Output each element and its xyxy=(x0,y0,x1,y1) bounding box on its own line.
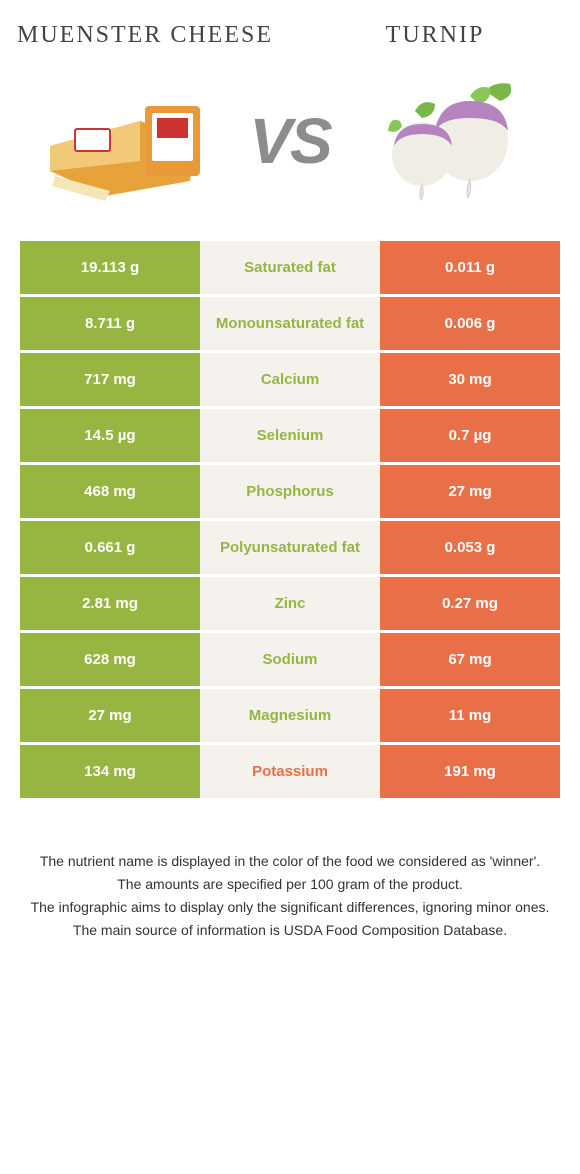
nutrient-label: Magnesium xyxy=(200,689,380,742)
nutrient-row: 134 mgPotassium191 mg xyxy=(20,745,560,801)
footer-line-1: The nutrient name is displayed in the co… xyxy=(30,851,550,872)
nutrient-label: Phosphorus xyxy=(200,465,380,518)
infographic-container: Muenster cheese Turnip VS xyxy=(0,0,580,1174)
footer-line-2: The amounts are specified per 100 gram o… xyxy=(30,874,550,895)
right-value: 0.7 µg xyxy=(380,409,560,462)
nutrient-row: 468 mgPhosphorus27 mg xyxy=(20,465,560,521)
nutrient-row: 0.661 gPolyunsaturated fat0.053 g xyxy=(20,521,560,577)
nutrient-label: Selenium xyxy=(200,409,380,462)
left-value: 468 mg xyxy=(20,465,200,518)
nutrient-label: Monounsaturated fat xyxy=(200,297,380,350)
vs-text: VS xyxy=(249,104,330,178)
header-row: Muenster cheese Turnip xyxy=(0,0,580,51)
right-value: 67 mg xyxy=(380,633,560,686)
right-value: 11 mg xyxy=(380,689,560,742)
left-value: 27 mg xyxy=(20,689,200,742)
right-value: 0.006 g xyxy=(380,297,560,350)
right-value: 30 mg xyxy=(380,353,560,406)
left-value: 14.5 µg xyxy=(20,409,200,462)
right-value: 0.27 mg xyxy=(380,577,560,630)
turnip-image xyxy=(360,71,540,211)
images-row: VS xyxy=(0,51,580,241)
header-left: Muenster cheese xyxy=(0,20,290,51)
footer-line-3: The infographic aims to display only the… xyxy=(30,897,550,918)
nutrient-label: Sodium xyxy=(200,633,380,686)
left-value: 717 mg xyxy=(20,353,200,406)
nutrient-label: Saturated fat xyxy=(200,241,380,294)
nutrient-row: 628 mgSodium67 mg xyxy=(20,633,560,689)
left-value: 0.661 g xyxy=(20,521,200,574)
nutrient-table: 19.113 gSaturated fat0.011 g8.711 gMonou… xyxy=(20,241,560,801)
cheese-image xyxy=(40,71,220,211)
footer-line-4: The main source of information is USDA F… xyxy=(30,920,550,941)
left-value: 19.113 g xyxy=(20,241,200,294)
right-value: 0.053 g xyxy=(380,521,560,574)
nutrient-row: 2.81 mgZinc0.27 mg xyxy=(20,577,560,633)
left-value: 628 mg xyxy=(20,633,200,686)
nutrient-row: 717 mgCalcium30 mg xyxy=(20,353,560,409)
right-value: 191 mg xyxy=(380,745,560,798)
cheese-icon xyxy=(40,81,220,201)
nutrient-row: 19.113 gSaturated fat0.011 g xyxy=(20,241,560,297)
footer-text: The nutrient name is displayed in the co… xyxy=(0,801,580,941)
nutrient-label: Calcium xyxy=(200,353,380,406)
right-value: 27 mg xyxy=(380,465,560,518)
left-value: 134 mg xyxy=(20,745,200,798)
nutrient-label: Zinc xyxy=(200,577,380,630)
nutrient-label: Potassium xyxy=(200,745,380,798)
nutrient-row: 8.711 gMonounsaturated fat0.006 g xyxy=(20,297,560,353)
nutrient-row: 27 mgMagnesium11 mg xyxy=(20,689,560,745)
header-right: Turnip xyxy=(290,20,580,51)
right-value: 0.011 g xyxy=(380,241,560,294)
turnip-icon xyxy=(370,76,530,206)
left-value: 8.711 g xyxy=(20,297,200,350)
left-value: 2.81 mg xyxy=(20,577,200,630)
nutrient-row: 14.5 µgSelenium0.7 µg xyxy=(20,409,560,465)
nutrient-label: Polyunsaturated fat xyxy=(200,521,380,574)
